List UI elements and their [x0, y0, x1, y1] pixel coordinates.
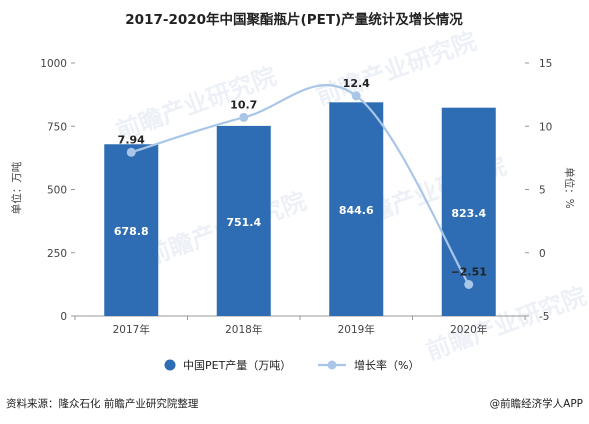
chart-title: 2017-2020年中国聚酯瓶片(PET)产量统计及增长情况	[125, 11, 463, 28]
growth-rate-point	[464, 280, 474, 290]
bar	[329, 102, 384, 317]
y-right-axis-title: 单位：%	[563, 167, 576, 208]
plot-area: 0 250 500 750 1000 -5 0 5 10 15 2017年 2018年 2019年 202…	[40, 58, 552, 336]
y-left-axis-title: 单位：万吨	[10, 161, 23, 214]
y-left-tick-label: 500	[47, 185, 67, 197]
growth-rate-data-label: −2.51	[451, 266, 487, 279]
bar-data-label: 823.4	[451, 207, 486, 220]
legend-bar-label: 中国PET产量（万吨）	[183, 358, 291, 372]
brand-label: @前瞻经济学人APP	[490, 397, 583, 410]
growth-rate-point	[126, 147, 136, 157]
growth-rate-line	[130, 84, 470, 286]
y-left-tick-label: 750	[47, 121, 67, 133]
growth-rate-data-label: 10.7	[230, 98, 257, 111]
bar	[216, 125, 271, 316]
bar	[104, 144, 159, 316]
watermark: 前瞻产业研究院	[312, 27, 479, 111]
y-right-tick-label: 0	[539, 248, 546, 260]
bar-data-label: 844.6	[339, 204, 374, 217]
legend-line-label: 增长率（%）	[354, 358, 419, 372]
y-right-tick-label: 15	[539, 58, 552, 70]
y-left-tick-label: 250	[47, 248, 67, 260]
x-tick-label: 2018年	[225, 323, 262, 336]
bar-data-label: 678.8	[114, 225, 149, 238]
legend-bar-swatch	[164, 359, 176, 371]
growth-rate-point	[239, 112, 249, 122]
bar-data-label: 751.4	[226, 216, 261, 229]
y-right-tick-label: 5	[539, 185, 546, 197]
growth-rate-data-label: 12.4	[343, 77, 370, 90]
y-left-tick-label: 1000	[40, 58, 67, 70]
source-note: 资料来源：隆众石化 前瞻产业研究院整理	[6, 397, 199, 410]
x-tick-label: 2020年	[450, 323, 487, 336]
legend: 中国PET产量（万吨） 增长率（%）	[164, 358, 419, 372]
legend-line-marker	[327, 360, 337, 370]
y-left-tick-label: 0	[60, 311, 67, 323]
x-tick-label: 2019年	[338, 323, 375, 336]
y-right-tick-label: 10	[539, 121, 552, 133]
growth-rate-data-label: 7.94	[118, 133, 145, 146]
y-right-tick-label: -5	[539, 311, 549, 323]
x-tick-label: 2017年	[113, 323, 150, 336]
growth-rate-point	[351, 91, 361, 101]
